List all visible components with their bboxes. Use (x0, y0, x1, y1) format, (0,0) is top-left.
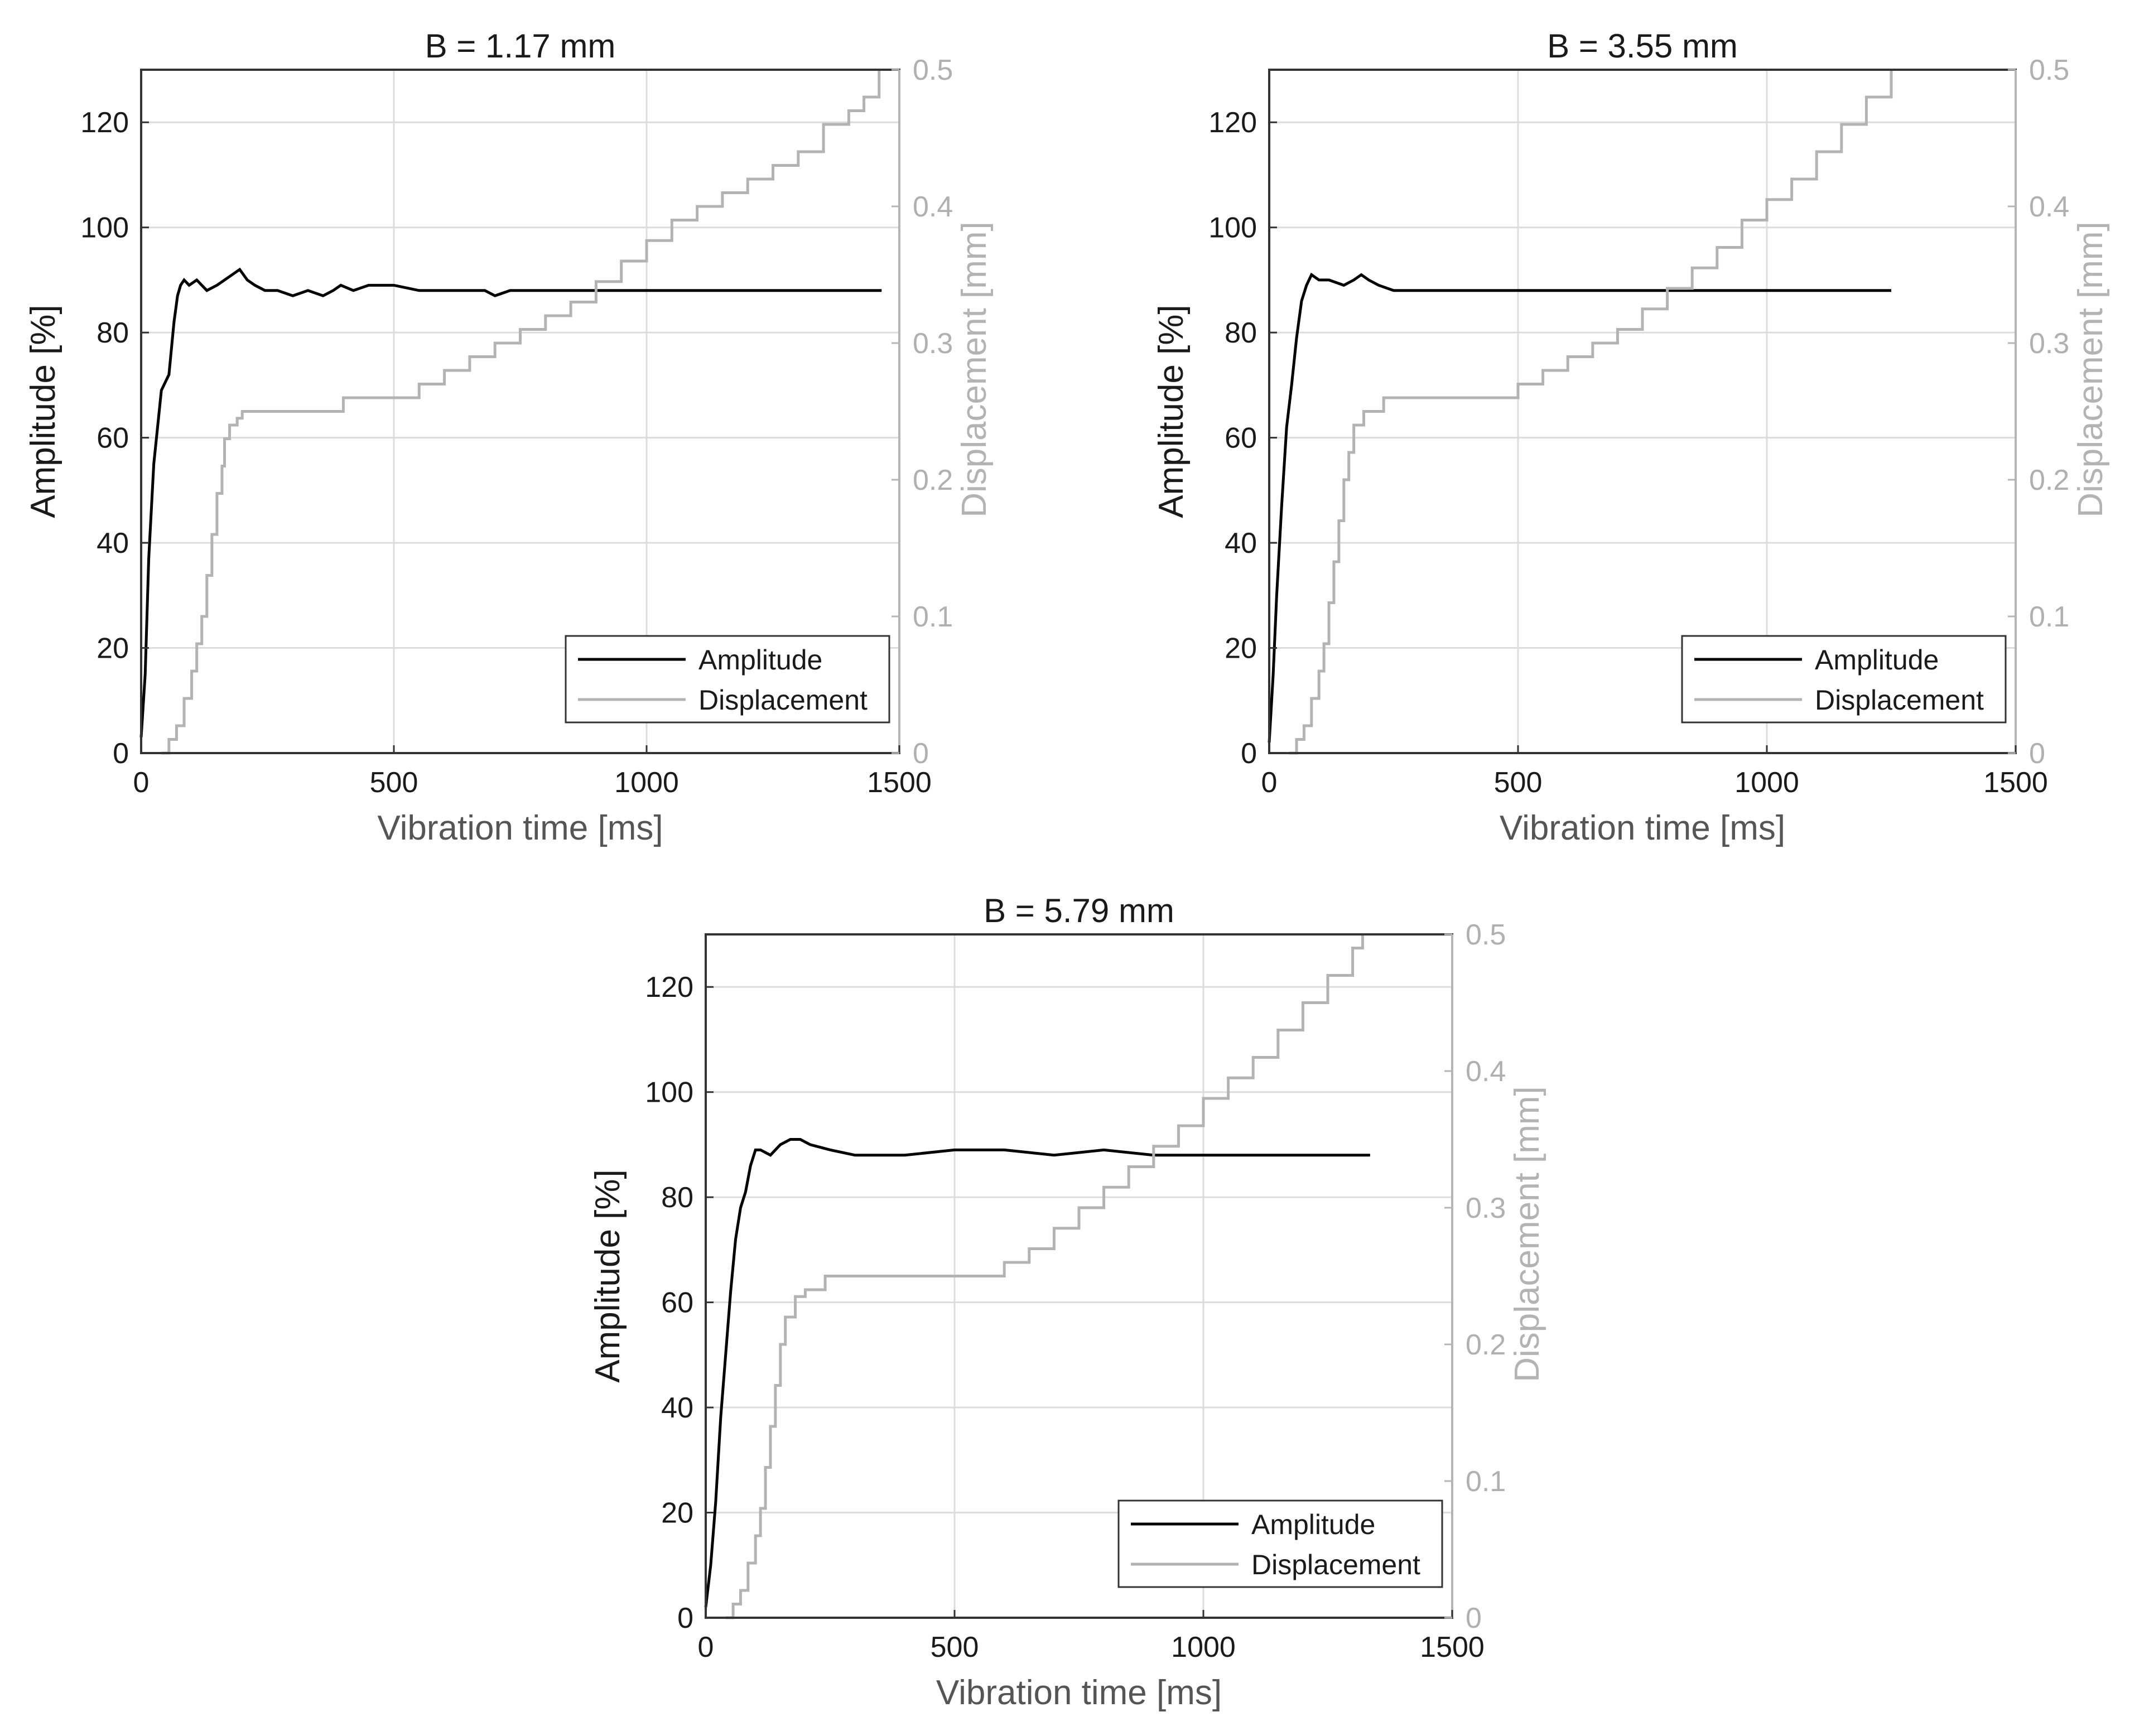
legend: Amplitude Displacement (1681, 635, 2007, 724)
y2-tick-label: 0.1 (1466, 1465, 1506, 1498)
y2-axis-label: Displacement [mm] (2071, 221, 2110, 518)
y2-tick-label: 0.5 (913, 54, 953, 86)
series-line-displacement (161, 70, 881, 755)
y-tick-label: 60 (1225, 422, 1257, 455)
y-tick-label: 60 (97, 422, 129, 455)
y2-tick-label: 0.5 (2029, 54, 2069, 86)
y-axis-label: Amplitude [%] (24, 305, 62, 518)
y-tick-label: 100 (80, 212, 129, 244)
y2-tick-label: 0.1 (913, 601, 953, 633)
x-tick-label: 1500 (867, 766, 932, 799)
x-tick-label: 1000 (1734, 766, 1799, 799)
y-tick-label: 80 (661, 1182, 693, 1214)
chart-title: B = 5.79 mm (984, 892, 1174, 929)
y2-tick-label: 0.4 (1466, 1055, 1506, 1088)
chart-title: B = 1.17 mm (425, 27, 616, 65)
y2-tick-label: 0 (1466, 1602, 1482, 1634)
x-tick-label: 500 (370, 766, 418, 799)
y2-tick-label: 0.2 (2029, 464, 2069, 496)
legend-label-displacement: Displacement (1815, 684, 1984, 716)
y2-tick-label: 0.4 (913, 191, 953, 223)
x-axis-label: Vibration time [ms] (936, 1674, 1222, 1712)
legend-label-amplitude: Amplitude (698, 644, 822, 676)
y2-tick-label: 0.2 (1466, 1329, 1506, 1361)
x-tick-label: 0 (698, 1631, 714, 1663)
y-tick-label: 40 (661, 1392, 693, 1424)
chart-title: B = 3.55 mm (1547, 27, 1738, 65)
y2-tick-label: 0.5 (1466, 919, 1506, 951)
y2-tick-label: 0 (2029, 737, 2045, 770)
y2-tick-label: 0.3 (2029, 327, 2069, 360)
y2-tick-label: 0 (913, 737, 929, 770)
y-tick-label: 80 (97, 317, 129, 349)
y-tick-label: 40 (1225, 527, 1257, 560)
legend-label-amplitude: Amplitude (1251, 1509, 1375, 1540)
y2-tick-label: 0.3 (913, 327, 953, 360)
x-tick-label: 0 (133, 766, 150, 799)
x-tick-label: 500 (1494, 766, 1543, 799)
y-tick-label: 100 (645, 1077, 693, 1109)
x-tick-label: 1500 (1420, 1631, 1485, 1663)
series-line-displacement (1289, 70, 1893, 755)
y-tick-label: 120 (1208, 107, 1257, 139)
y-tick-label: 20 (661, 1497, 693, 1530)
x-axis-label: Vibration time [ms] (377, 809, 663, 847)
legend-box (1681, 635, 2007, 724)
y-tick-label: 100 (1208, 212, 1257, 244)
y-tick-label: 120 (80, 107, 129, 139)
y-tick-label: 120 (645, 971, 693, 1004)
x-tick-label: 500 (931, 1631, 979, 1663)
series-line-amplitude (139, 267, 882, 737)
legend-label-displacement: Displacement (698, 684, 868, 716)
y2-axis-label: Displacement [mm] (955, 221, 994, 518)
chart-panel-3: 0 500 1000 150002040608010012000.10.20.30.4… (589, 892, 1546, 1712)
series-line-displacement (725, 934, 1364, 1619)
legend-box (565, 635, 890, 724)
series-line-amplitude (704, 1138, 1370, 1608)
x-tick-label: 1000 (614, 766, 679, 799)
y-axis-label: Amplitude [%] (589, 1169, 627, 1383)
y2-tick-label: 0.3 (1466, 1192, 1506, 1224)
y-tick-label: 60 (661, 1287, 693, 1319)
y-tick-label: 0 (677, 1602, 693, 1634)
y-tick-label: 20 (1225, 633, 1257, 665)
y-axis-label: Amplitude [%] (1152, 305, 1191, 518)
series-line-amplitude (1268, 272, 1891, 743)
y2-tick-label: 0.2 (913, 464, 953, 496)
legend-label-amplitude: Amplitude (1815, 644, 1939, 676)
y-tick-label: 80 (1225, 317, 1257, 349)
y-tick-label: 20 (97, 633, 129, 665)
y-tick-label: 40 (97, 527, 129, 560)
y-tick-label: 0 (113, 737, 129, 770)
legend-box (1117, 1499, 1443, 1588)
x-axis-label: Vibration time [ms] (1500, 809, 1785, 847)
chart-panel-2: 0 500 1000 150002040608010012000.10.20.30.4… (1152, 27, 2110, 847)
legend-label-displacement: Displacement (1251, 1549, 1420, 1580)
legend: Amplitude Displacement (565, 635, 890, 724)
x-tick-label: 0 (1261, 766, 1278, 799)
y2-tick-label: 0.4 (2029, 191, 2069, 223)
y-tick-label: 0 (1241, 737, 1257, 770)
x-tick-label: 1000 (1171, 1631, 1236, 1663)
chart-panel-1: 0 500 1000 150002040608010012000.10.20.30.4… (24, 27, 994, 847)
legend: Amplitude Displacement (1117, 1499, 1443, 1588)
x-tick-label: 1500 (1983, 766, 2048, 799)
y2-tick-label: 0.1 (2029, 601, 2069, 633)
y2-axis-label: Displacement [mm] (1508, 1086, 1546, 1382)
